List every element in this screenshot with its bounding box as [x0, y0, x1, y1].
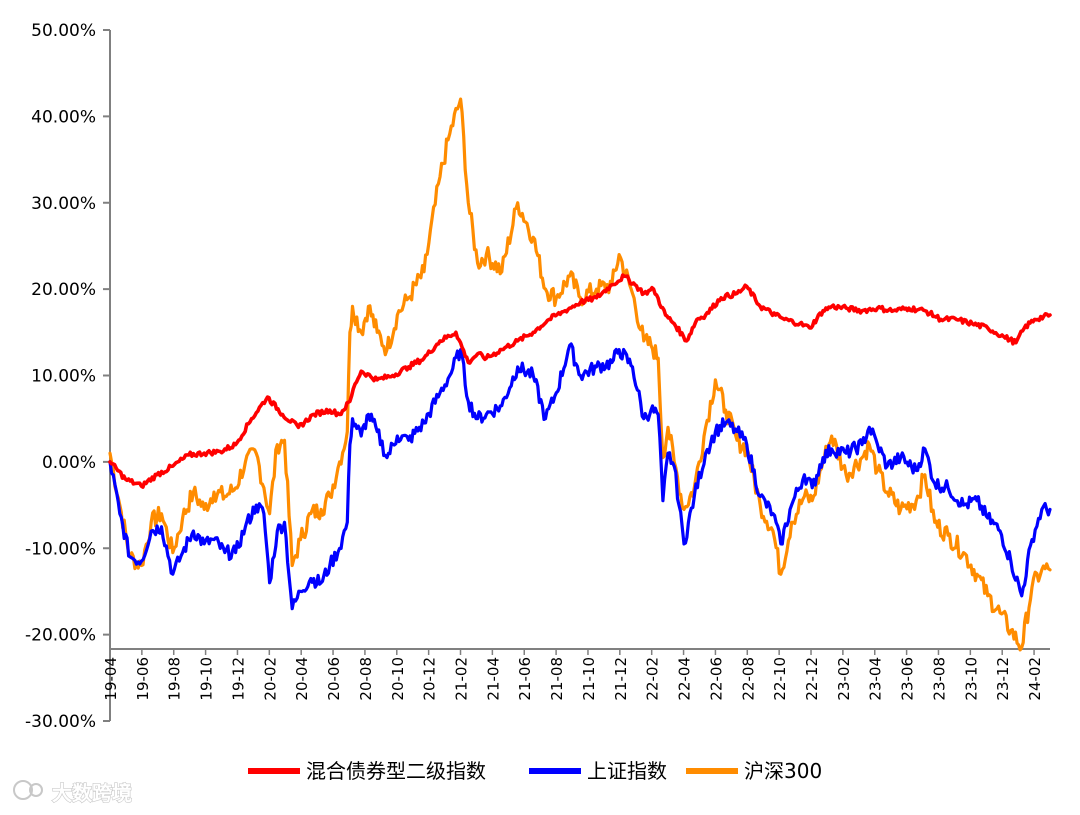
- y-tick-label: -10.00%: [25, 539, 96, 559]
- brand-logo-icon: [13, 780, 43, 800]
- series-lines: [108, 97, 1052, 652]
- x-tick-label: 22-10: [771, 657, 789, 701]
- x-tick-label: 21-12: [612, 657, 630, 701]
- legend-label-1: 上证指数: [587, 759, 667, 783]
- x-tick-label: 24-02: [1026, 657, 1044, 701]
- watermark-text: 大数跨境: [52, 781, 132, 805]
- x-tick-label: 19-10: [198, 657, 216, 701]
- x-tick-label: 23-04: [867, 657, 885, 701]
- x-tick-label: 20-12: [421, 657, 439, 701]
- y-tick-label: 50.00%: [31, 21, 96, 41]
- y-tick-label: 40.00%: [31, 107, 96, 127]
- x-tick-label: 19-08: [166, 657, 184, 701]
- x-axis-ticks: 19-04 19-06 19-08 19-10 19-12 20-02 20-04 20-06…: [102, 649, 1044, 701]
- x-tick-label: 23-06: [899, 657, 917, 701]
- y-tick-label: 20.00%: [31, 280, 96, 300]
- x-tick-label: 23-12: [994, 657, 1012, 701]
- x-tick-label: 21-02: [453, 657, 471, 701]
- y-tick-label: -30.00%: [25, 712, 96, 732]
- y-tick-label: 0.00%: [42, 453, 96, 473]
- x-tick-label: 22-08: [739, 657, 757, 701]
- x-tick-label: 21-10: [580, 657, 598, 701]
- x-tick-label: 20-02: [261, 657, 279, 701]
- x-tick-label: 19-12: [229, 657, 247, 701]
- series-line-1: [108, 342, 1052, 611]
- x-tick-label: 21-06: [516, 657, 534, 701]
- y-tick-label: 10.00%: [31, 367, 96, 387]
- x-tick-label: 20-06: [325, 657, 343, 701]
- legend: 混合债券型二级指数 上证指数 沪深300: [248, 759, 822, 783]
- x-tick-label: 21-04: [484, 657, 502, 701]
- y-axis-ticks: 50.00% 40.00% 30.00% 20.00% 10.00% 0.00% -10.0…: [25, 21, 110, 732]
- x-tick-label: 20-04: [293, 657, 311, 701]
- x-tick-label: 19-06: [134, 657, 152, 701]
- watermark: 大数跨境: [13, 780, 133, 806]
- series-line-0: [108, 273, 1052, 489]
- x-tick-label: 22-04: [676, 657, 694, 701]
- x-tick-label: 22-06: [707, 657, 725, 701]
- x-tick-label: 19-04: [102, 657, 120, 701]
- x-tick-label: 23-08: [930, 657, 948, 701]
- legend-label-2: 沪深300: [744, 759, 822, 783]
- x-tick-label: 20-08: [357, 657, 375, 701]
- y-tick-label: 30.00%: [31, 194, 96, 214]
- series-line-2: [108, 97, 1052, 652]
- x-tick-label: 20-10: [389, 657, 407, 701]
- x-tick-label: 21-08: [548, 657, 566, 701]
- x-tick-label: 23-10: [962, 657, 980, 701]
- x-tick-label: 23-02: [835, 657, 853, 701]
- x-tick-label: 22-12: [803, 657, 821, 701]
- legend-label-0: 混合债券型二级指数: [306, 759, 486, 783]
- x-tick-label: 22-02: [644, 657, 662, 701]
- y-tick-label: -20.00%: [25, 626, 96, 646]
